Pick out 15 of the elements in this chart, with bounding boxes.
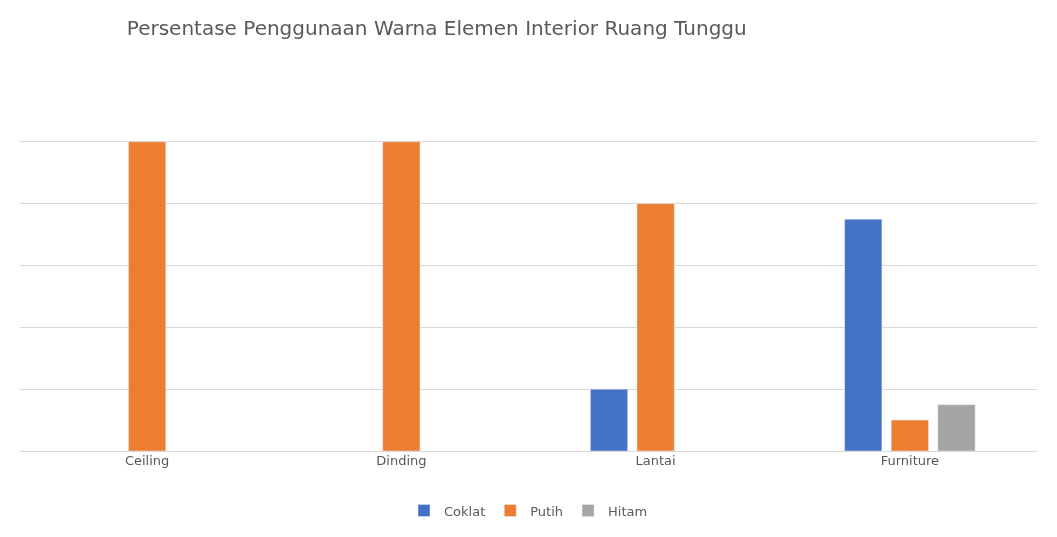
x-tick-label: Furniture xyxy=(880,453,940,468)
chart-title: Persentase Penggunaan Warna Elemen Interior Ruang Tunggu xyxy=(126,16,747,41)
bar xyxy=(844,218,883,451)
x-tick-label: Dinding xyxy=(376,453,427,468)
bar xyxy=(590,388,628,451)
bar xyxy=(128,141,167,451)
x-tick-label: Lantai xyxy=(635,453,676,468)
legend-label: Hitam xyxy=(608,503,648,519)
bar xyxy=(636,203,675,451)
bar xyxy=(937,404,976,451)
legend-label: Putih xyxy=(530,503,564,519)
bar xyxy=(890,419,929,451)
bar xyxy=(382,141,421,451)
x-tick-label: Ceiling xyxy=(124,453,170,468)
legend-label: Coklat xyxy=(444,503,486,519)
